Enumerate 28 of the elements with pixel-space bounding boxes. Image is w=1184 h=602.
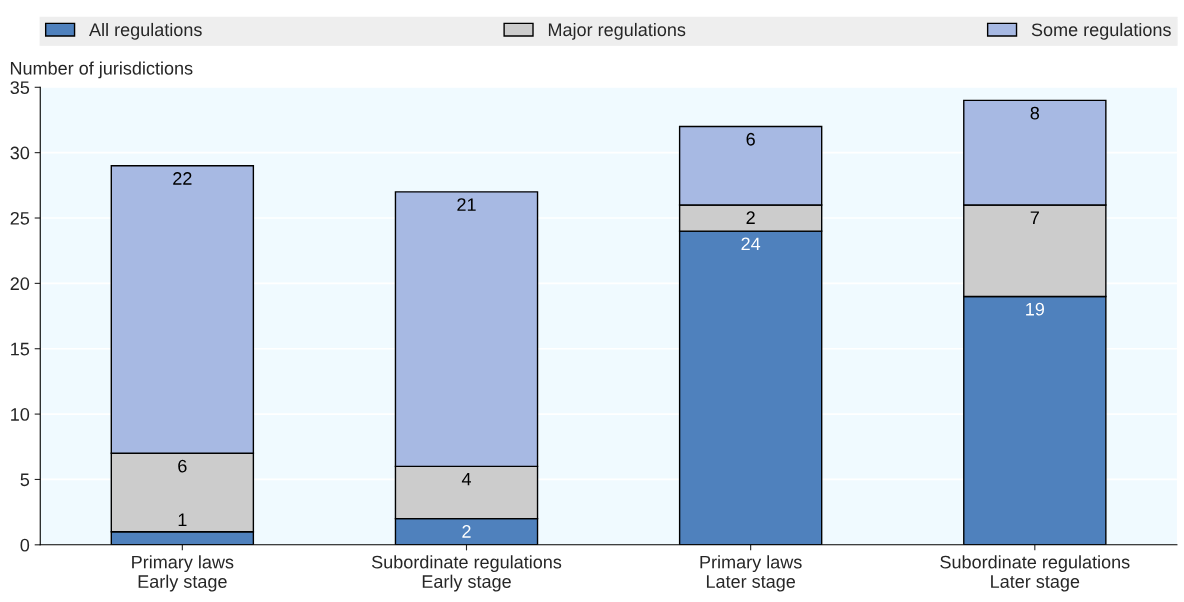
y-tick-label: 25 bbox=[10, 211, 30, 225]
data-label: 19 bbox=[1026, 302, 1044, 316]
x-tick-label: Primary laws Early stage bbox=[132, 555, 234, 592]
y-tick-label: 35 bbox=[10, 81, 30, 95]
x-tick-label: Subordinate regulations Later stage bbox=[940, 555, 1130, 592]
x-tick-label: Subordinate regulations Early stage bbox=[371, 555, 562, 592]
y-axis-title: Number of jurisdictions bbox=[10, 61, 193, 79]
y-tick-label: 20 bbox=[10, 277, 30, 291]
data-label: 22 bbox=[173, 172, 192, 185]
data-label: 2 bbox=[746, 211, 755, 224]
y-tick-label: 15 bbox=[11, 342, 30, 356]
legend-label: Some regulations bbox=[1031, 22, 1171, 40]
data-label: 1 bbox=[178, 513, 187, 527]
data-label: 6 bbox=[178, 459, 187, 473]
y-tick-label: 0 bbox=[20, 538, 30, 552]
data-label: 2 bbox=[462, 525, 471, 538]
x-tick-label: Primary laws Later stage bbox=[700, 555, 802, 592]
legend-label: Major regulations bbox=[548, 22, 686, 40]
y-tick-label: 5 bbox=[20, 473, 30, 487]
data-label: 7 bbox=[1030, 211, 1039, 224]
data-label: 21 bbox=[457, 198, 476, 211]
y-tick-label: 10 bbox=[11, 408, 30, 421]
data-label: 24 bbox=[741, 237, 761, 251]
legend-label: All regulations bbox=[89, 22, 202, 40]
y-tick-label: 30 bbox=[10, 146, 30, 160]
data-label: 6 bbox=[746, 132, 755, 146]
data-label: 4 bbox=[461, 472, 471, 486]
data-label: 8 bbox=[1030, 106, 1040, 120]
